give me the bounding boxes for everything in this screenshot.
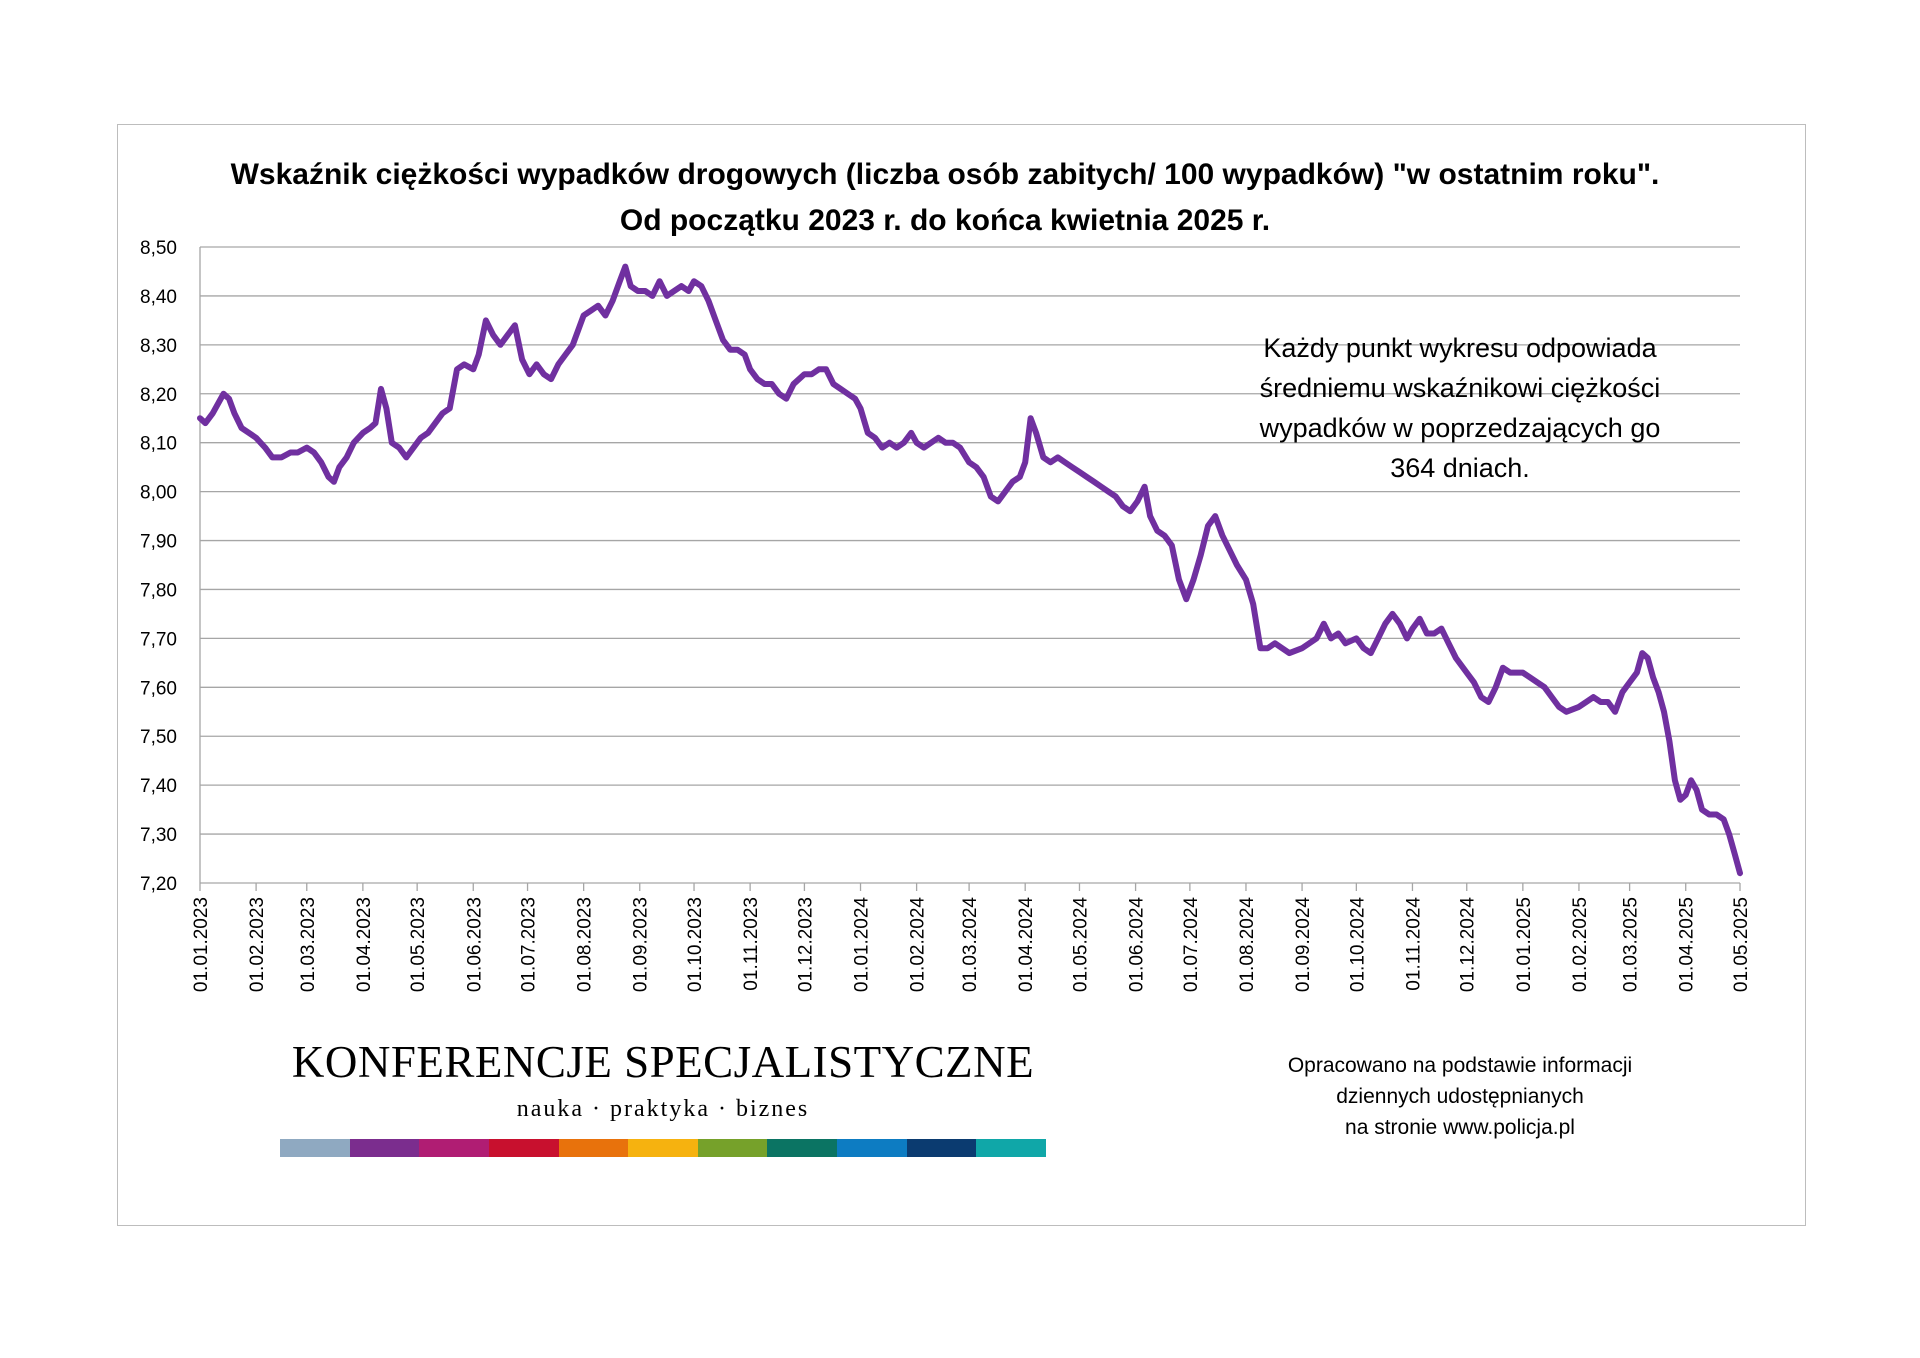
logo-color-segment	[976, 1139, 1047, 1157]
logo-color-segment	[767, 1139, 838, 1157]
series-line	[197, 263, 1743, 877]
source-line: Opracowano na podstawie informacji	[1287, 1054, 1633, 1077]
logo-color-segment	[280, 1139, 350, 1157]
logo-color-segment	[837, 1139, 907, 1157]
x-tick-label: 01.01.2025	[1514, 897, 1535, 992]
y-tick-label: 8,00	[140, 483, 177, 504]
y-tick-label: 7,50	[140, 727, 177, 748]
x-tick-label: 01.12.2023	[795, 897, 816, 992]
logo-color-segment	[906, 1139, 977, 1157]
y-tick-label: 8,30	[140, 336, 177, 357]
logo-title: KONFERENCJE SPECJALISTYCZNE	[291, 1037, 1035, 1087]
x-tick-label: 01.05.2025	[1731, 897, 1752, 992]
x-tick-label: 01.02.2025	[1570, 897, 1591, 992]
source-line: dziennych udostępnianych	[1336, 1085, 1584, 1108]
x-tick-label: 01.10.2024	[1347, 897, 1368, 993]
x-tick-label: 01.11.2024	[1403, 897, 1424, 991]
y-tick-label: 7,70	[140, 629, 177, 650]
x-tick-label: 01.01.2024	[852, 897, 873, 993]
chart-title: Wskaźnik ciężkości wypadków drogowych (l…	[230, 158, 1660, 191]
y-tick-label: 7,30	[140, 825, 177, 846]
y-tick-label: 7,90	[140, 532, 177, 553]
logo-subtitle: nauka · praktyka · biznes	[516, 1096, 810, 1122]
y-tick-label: 7,20	[140, 874, 177, 895]
x-tick-label: 01.02.2024	[908, 897, 929, 993]
y-tick-label: 7,80	[140, 580, 177, 601]
x-tick-label: 01.11.2023	[741, 897, 762, 991]
y-tick-label: 7,60	[140, 678, 177, 699]
x-tick-label: 01.05.2024	[1070, 897, 1091, 993]
x-tick-label: 01.10.2023	[685, 897, 706, 992]
logo: KONFERENCJE SPECJALISTYCZNE nauka · prak…	[280, 1036, 1047, 1157]
x-tick-label: 01.04.2023	[354, 897, 375, 992]
x-tick-label: 01.01.2023	[191, 897, 212, 992]
logo-color-segment	[488, 1139, 559, 1157]
y-tick-label: 8,40	[140, 287, 177, 308]
logo-color-segment	[628, 1139, 698, 1157]
x-tick-label: 01.03.2025	[1621, 897, 1642, 992]
source-note: Opracowano na podstawie informacji dzien…	[1240, 1050, 1680, 1143]
y-tick-label: 7,40	[140, 776, 177, 797]
x-tick-label: 01.03.2023	[298, 897, 319, 992]
logo-color-segment	[697, 1139, 768, 1157]
logo-color-segment	[419, 1139, 489, 1157]
x-tick-label: 01.07.2024	[1181, 897, 1202, 993]
annotation-line: Każdy punkt wykresu odpowiada	[1263, 333, 1657, 363]
chart-subtitle: Od początku 2023 r. do końca kwietnia 20…	[619, 204, 1271, 237]
logo-color-segment	[349, 1139, 420, 1157]
logo-color-segment	[558, 1139, 629, 1157]
x-tick-label: 01.03.2024	[960, 897, 981, 993]
y-tick-label: 8,10	[140, 434, 177, 455]
x-tick-label: 01.04.2025	[1677, 897, 1698, 992]
x-tick-label: 01.12.2024	[1458, 897, 1479, 993]
annotation-line: wypadków w poprzedzających go	[1259, 413, 1661, 443]
x-tick-label: 01.09.2023	[631, 897, 652, 992]
x-tick-label: 01.02.2023	[247, 897, 268, 992]
x-tick-label: 01.09.2024	[1293, 897, 1314, 993]
x-tick-label: 01.06.2023	[464, 897, 485, 992]
x-tick-label: 01.05.2023	[408, 897, 429, 992]
logo-color-bar	[280, 1139, 1047, 1157]
y-tick-label: 8,20	[140, 385, 177, 406]
x-tick-label: 01.07.2023	[519, 897, 540, 992]
x-tick-label: 01.06.2024	[1127, 897, 1148, 993]
source-line: na stronie www.policja.pl	[1345, 1116, 1575, 1139]
x-tick-label: 01.08.2023	[575, 897, 596, 992]
chart-annotation: Każdy punkt wykresu odpowiada średniemu …	[1210, 328, 1710, 488]
x-tick-label: 01.08.2024	[1237, 897, 1258, 993]
annotation-line: 364 dniach.	[1390, 453, 1530, 483]
y-tick-label: 8,50	[140, 238, 177, 259]
annotation-line: średniemu wskaźnikowi ciężkości	[1259, 373, 1661, 403]
x-tick-label: 01.04.2024	[1016, 897, 1037, 993]
